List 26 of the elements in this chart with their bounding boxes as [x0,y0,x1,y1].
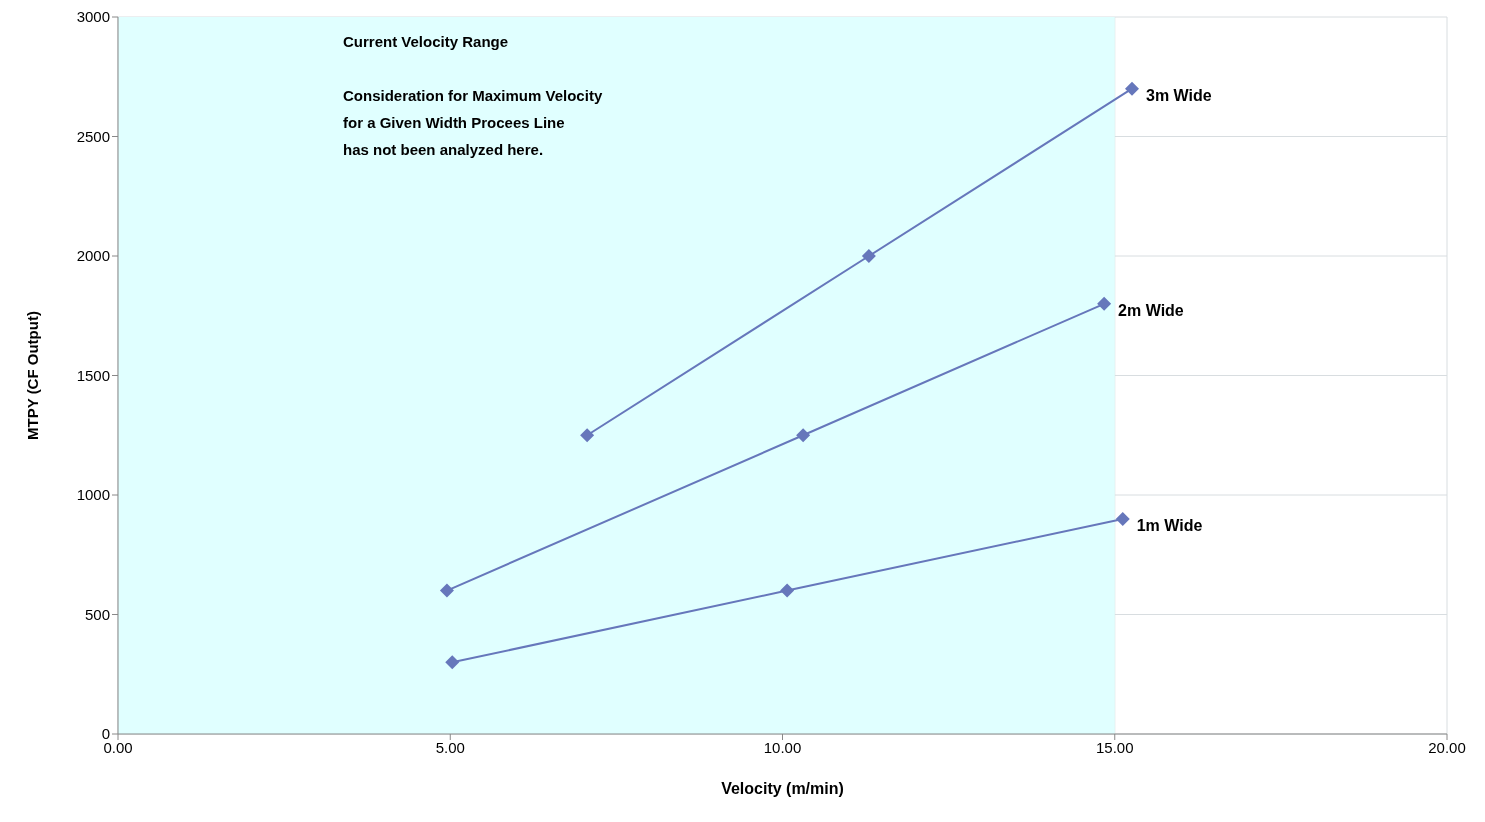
series-label: 3m Wide [1146,86,1212,104]
point [439,583,454,598]
series-label: 2m Wide [1118,301,1184,319]
x-tick-label: 5.00 [435,738,465,756]
y-tick-label: 1000 [76,486,110,504]
y-tick-label: 2000 [76,247,110,265]
x-tick-label: 10.00 [763,738,802,756]
series-label: 1m Wide [1136,516,1203,534]
x-axis-title: Velocity (m/min) [721,780,844,797]
point [1115,511,1130,526]
point [580,428,595,443]
point [861,249,876,263]
band-label: Current Velocity Range [343,33,509,50]
point [1097,296,1112,311]
y-tick-label: 2500 [76,127,110,145]
point [796,428,811,443]
x-tick-label: 15.00 [1095,738,1134,756]
point [780,583,795,598]
y-tick-label: 3000 [76,8,110,26]
point [445,655,460,670]
x-tick-label: 20.00 [1428,738,1466,756]
point [1125,81,1140,96]
y-tick-label: 500 [84,605,110,623]
annotation: Consideration for Maximum Velocity for a Given Width Procees Line has not been analyzed here. [343,87,603,158]
y-axis-title: MTPY (CF Output) [24,311,42,440]
y-tick-label: 1500 [76,366,110,384]
